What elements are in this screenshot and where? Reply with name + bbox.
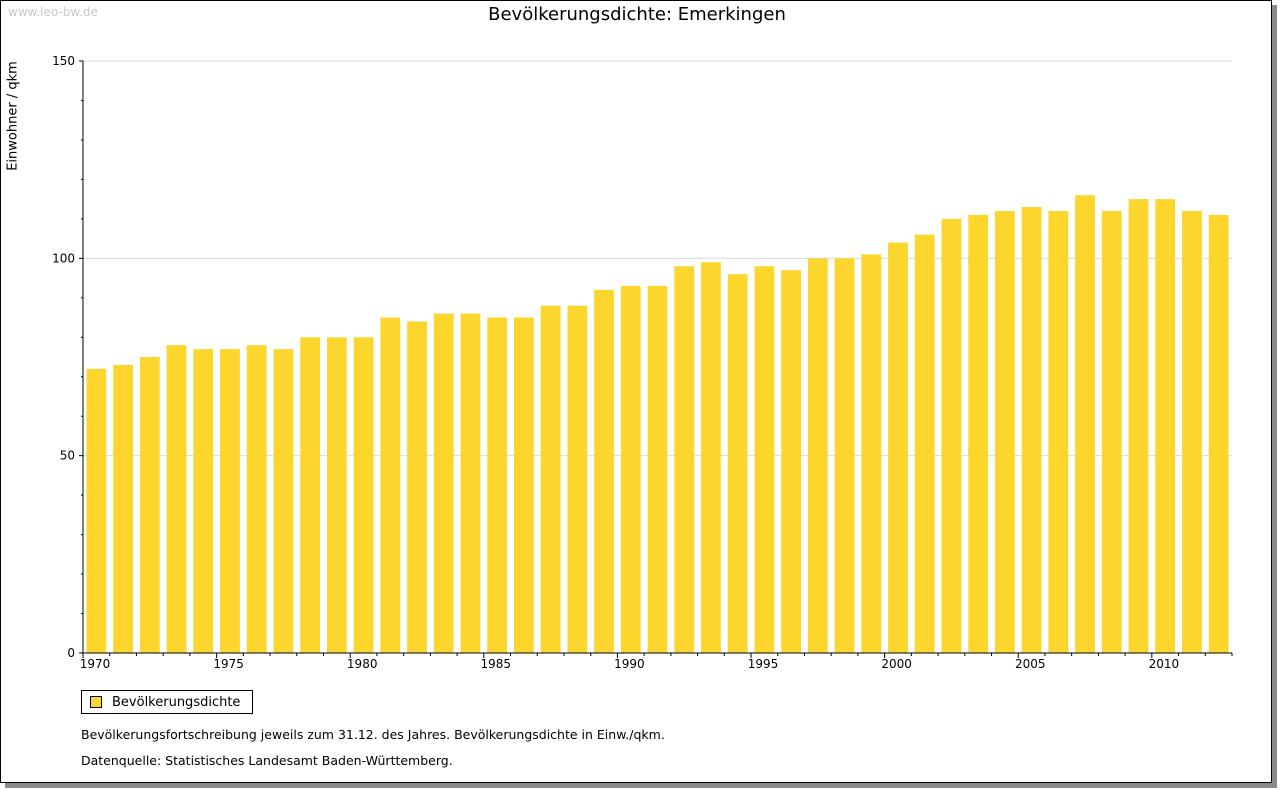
x-tick-label: 1985 — [481, 657, 512, 671]
y-tick-label: 150 — [52, 54, 75, 68]
bar — [1155, 199, 1176, 653]
bar — [407, 321, 427, 653]
x-tick-label: 2000 — [881, 657, 912, 671]
legend-swatch — [90, 696, 102, 708]
footnote-source: Datenquelle: Statistisches Landesamt Bad… — [81, 753, 453, 768]
bar — [861, 254, 882, 654]
bar — [353, 337, 374, 653]
legend-label: Bevölkerungsdichte — [112, 694, 241, 710]
bar — [1182, 210, 1202, 653]
bar — [674, 266, 695, 653]
bar — [701, 262, 721, 653]
y-tick-label: 100 — [52, 251, 75, 265]
bar — [1128, 199, 1149, 653]
bar — [994, 210, 1015, 653]
bar — [888, 242, 908, 653]
watermark: www.leo-bw.de — [8, 5, 98, 19]
x-tick-label: 1980 — [347, 657, 378, 671]
bar — [781, 270, 801, 653]
bar — [968, 214, 989, 654]
bar — [300, 337, 321, 653]
bar — [246, 345, 267, 653]
bar — [273, 349, 294, 653]
y-tick-label: 50 — [60, 449, 75, 463]
bar — [567, 305, 588, 653]
bar — [1021, 207, 1042, 653]
x-tick-label: 2010 — [1149, 657, 1180, 671]
y-tick-label: 0 — [67, 646, 75, 660]
x-tick-label: 1975 — [213, 657, 244, 671]
bar — [166, 345, 187, 653]
bar — [86, 368, 107, 653]
bar — [594, 289, 614, 653]
bar — [941, 218, 962, 653]
bar — [487, 317, 508, 653]
bar — [326, 337, 347, 653]
bar — [540, 305, 561, 653]
bar — [433, 313, 454, 653]
bar — [1101, 210, 1122, 653]
x-tick-label: 1970 — [80, 657, 111, 671]
bar — [807, 258, 828, 653]
x-tick-label: 1995 — [748, 657, 779, 671]
legend: Bevölkerungsdichte — [81, 690, 254, 714]
chart-title: Bevölkerungsdichte: Emerkingen — [488, 4, 786, 25]
footnote-description: Bevölkerungsfortschreibung jeweils zum 3… — [81, 727, 665, 742]
bar — [220, 349, 240, 653]
x-tick-label: 2005 — [1015, 657, 1046, 671]
bar — [139, 357, 160, 653]
bar — [113, 364, 133, 653]
bar — [1075, 195, 1095, 654]
bar — [647, 285, 668, 653]
bar — [193, 349, 214, 653]
bar — [620, 285, 641, 653]
bar — [754, 266, 775, 653]
bar — [834, 258, 855, 653]
bar — [1048, 210, 1069, 653]
bar — [914, 234, 935, 654]
bar — [514, 317, 534, 653]
bar — [380, 317, 401, 653]
bar — [1208, 214, 1229, 654]
bar — [727, 274, 748, 653]
x-tick-label: 1990 — [614, 657, 645, 671]
bar — [460, 313, 481, 653]
